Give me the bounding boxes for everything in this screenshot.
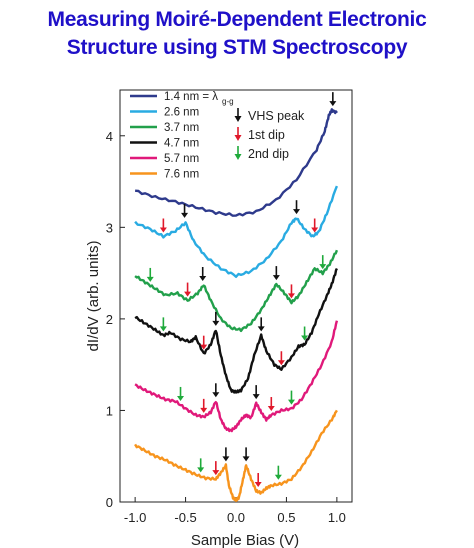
- arrow-vhs-peak: [199, 267, 207, 282]
- arrow-vhs-peak: [242, 447, 250, 462]
- arrow-1st-dip: [254, 473, 262, 488]
- y-tick-label: 3: [106, 220, 113, 235]
- arrow-vhs-peak: [329, 92, 337, 107]
- arrow-1st-dip: [212, 461, 220, 476]
- y-tick-label: 1: [106, 403, 113, 418]
- arrow-legend-head: [234, 135, 242, 141]
- arrow-1st-dip: [277, 351, 285, 366]
- y-tick-label: 0: [106, 495, 113, 510]
- legend-item: 5.7 nm: [130, 153, 199, 165]
- arrow-legend-label: 2nd dip: [248, 147, 289, 161]
- series-line-6: [134, 409, 338, 502]
- annotation-arrows: [146, 92, 337, 488]
- series-line-1: [134, 108, 338, 217]
- arrow-1st-dip: [159, 218, 167, 233]
- series-line-4: [134, 267, 338, 394]
- arrow-vhs-peak: [293, 200, 301, 215]
- arrow-legend-item: 2nd dip: [234, 146, 289, 161]
- x-tick-label: -0.5: [174, 510, 196, 525]
- arrow-vhs-peak: [252, 385, 260, 400]
- arrow-1st-dip: [184, 282, 192, 297]
- series-layer: [134, 108, 339, 502]
- x-tick-label: 1.0: [328, 510, 346, 525]
- arrow-2nd-dip: [177, 386, 185, 401]
- arrow-legend-label: VHS peak: [248, 109, 305, 123]
- arrow-2nd-dip: [301, 326, 309, 341]
- arrow-legend-label: 1st dip: [248, 128, 285, 142]
- legend-item: 7.6 nm: [130, 169, 199, 181]
- legend-item: 2.6 nm: [130, 107, 199, 119]
- arrow-vhs-peak: [272, 266, 280, 281]
- arrow-2nd-dip: [197, 458, 205, 473]
- legend-label: 1.4 nm = λ: [164, 91, 218, 103]
- arrow-1st-dip: [200, 335, 208, 350]
- x-tick-label: -1.0: [124, 510, 146, 525]
- arrow-2nd-dip: [146, 267, 154, 282]
- arrow-1st-dip: [267, 397, 275, 412]
- axis-ticks: -1.0 -0.5 0.0 0.5 1.0 0 1 2 3 4: [106, 129, 346, 525]
- arrow-2nd-dip: [287, 390, 295, 405]
- arrow-2nd-dip: [274, 465, 282, 480]
- chart-title: Measuring Moiré-Dependent Electronic Str…: [0, 6, 474, 62]
- legend-label: 4.7 nm: [164, 138, 199, 150]
- arrow-vhs-peak: [212, 311, 220, 326]
- arrow-1st-dip: [200, 398, 208, 413]
- arrow-2nd-dip: [159, 317, 167, 332]
- legend-item: 4.7 nm: [130, 138, 199, 150]
- legend-label: 7.6 nm: [164, 169, 199, 181]
- legend-item: 1.4 nm = λ g-g: [130, 91, 234, 106]
- arrow-vhs-peak: [222, 447, 230, 462]
- arrow-1st-dip: [311, 218, 319, 233]
- arrow-legend-item: 1st dip: [234, 127, 285, 142]
- chart-title-line-1: Measuring Moiré-Dependent Electronic: [47, 8, 427, 31]
- y-axis-label: dI/dV (arb. units): [85, 241, 102, 352]
- arrow-legend-item: VHS peak: [234, 108, 305, 123]
- series-line-5: [134, 320, 339, 433]
- chart-title-line-2: Structure using STM Spectroscopy: [66, 36, 408, 59]
- arrow-vhs-peak: [257, 317, 265, 332]
- legend-label: 2.6 nm: [164, 107, 199, 119]
- series-line-3: [134, 249, 339, 333]
- arrow-legend: VHS peak 1st dip 2nd dip: [234, 108, 305, 161]
- arrow-1st-dip: [287, 284, 295, 299]
- legend-label-subscript: g-g: [222, 97, 234, 106]
- series-line-2: [134, 185, 339, 278]
- arrow-vhs-peak: [212, 383, 220, 398]
- arrow-legend-head: [234, 154, 242, 160]
- legend-label: 5.7 nm: [164, 153, 199, 165]
- y-tick-label: 4: [106, 129, 113, 144]
- y-tick-label: 2: [106, 312, 113, 327]
- x-tick-label: 0.5: [277, 510, 295, 525]
- arrow-2nd-dip: [319, 255, 327, 270]
- arrow-vhs-peak: [181, 203, 189, 218]
- legend-item: 3.7 nm: [130, 122, 199, 134]
- legend-label: 3.7 nm: [164, 122, 199, 134]
- x-tick-label: 0.0: [227, 510, 245, 525]
- arrow-legend-head: [234, 116, 242, 122]
- legend: 1.4 nm = λ g-g 2.6 nm 3.7 nm 4.7 nm 5.7 nm 7.6…: [130, 91, 234, 181]
- x-axis-label: Sample Bias (V): [191, 532, 299, 548]
